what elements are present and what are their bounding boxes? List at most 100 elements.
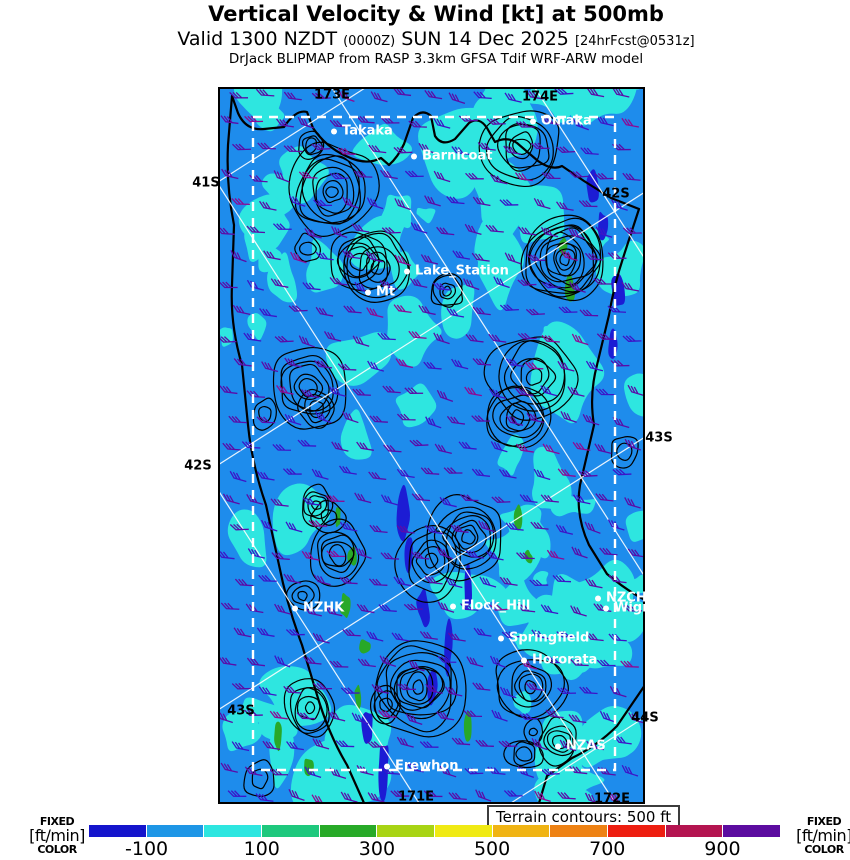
colorbar-segment [376,825,435,837]
place-name: Wigram [614,600,671,616]
colorbar-tick-label: 300 [358,838,396,860]
place-label: Erewhon [384,759,459,774]
place-label: NZAS [555,739,606,754]
place-name: NZHK [303,600,345,616]
valid-time-line: Valid 1300 NZDT (0000Z) SUN 14 Dec 2025 … [22,28,850,50]
place-dot-icon [603,605,609,611]
units-label: [ft/min] [29,825,85,845]
color-label: COLOR [804,843,844,857]
place-dot-icon [384,763,390,769]
parallel-42s [218,191,645,466]
place-label: NZCH [595,591,647,606]
fixed-color-label-right: FIXED [ft/min] COLOR [792,816,850,856]
place-dot-icon [498,635,504,641]
colorbar-segment [89,825,146,837]
place-label: Omaka [530,114,592,129]
terrain-contours [243,110,639,797]
place-name: Takaka [342,123,393,139]
place-label: Lake_Station [404,264,509,279]
grid-label: 174E [521,89,559,105]
wind-barbs [218,87,645,804]
color-label: COLOR [37,843,77,857]
place-dot-icon [555,743,561,749]
place-dot-icon [411,153,417,159]
fixed-label: FIXED [39,815,75,828]
figure-title: Vertical Velocity & Wind [kt] at 500mb [208,2,664,26]
colorbar-segment [607,825,665,837]
colorbar-tick-label: -100 [125,838,169,860]
fixed-color-label-left: FIXED [ft/min] COLOR [25,816,89,856]
colorbar-segment [145,825,204,837]
color-scale-ticks: -100 100 300 500 700 900 [89,838,780,860]
place-label: Springfield [498,631,589,646]
colorbar-segment [491,825,550,837]
forecast-map [218,87,645,804]
place-label: Barnicoat [411,149,492,164]
colorbar-tick-label: 500 [473,838,511,860]
place-label: Mt [365,285,395,300]
grid-label: 171E [397,789,435,805]
place-label: Hororata [521,653,597,668]
place-label: Wigram [603,601,671,616]
colorbar-segment [261,825,319,837]
color-scale-bar [89,825,781,837]
place-name: NZAS [566,738,606,754]
map-frame [218,87,645,804]
place-label: Takaka [331,124,393,139]
units-label: [ft/min] [796,825,850,845]
place-dot-icon [530,118,536,124]
place-name: Springfield [509,630,590,646]
valid-time-part: SUN 14 Dec 2025 [395,28,575,50]
colorbar-segment [549,825,608,837]
place-dot-icon [365,289,371,295]
meridian-171e [218,489,420,804]
map-canvas [218,87,645,804]
colorbar-tick-label: 700 [589,838,626,860]
fixed-label: FIXED [806,815,842,828]
place-dot-icon [404,268,410,274]
parallel-43s [218,436,645,711]
grid-label: 44S [631,710,659,726]
place-name: Flock_Hill [461,598,531,614]
place-name: Mt [376,284,396,300]
figure-header: Vertical Velocity & Wind [kt] at 500mb V… [22,2,850,67]
place-name: Omaka [541,113,592,129]
grid-label: 43S [645,430,673,446]
colorbar-segment [722,825,781,837]
grid-label: 173E [313,87,351,103]
place-name: Erewhon [395,758,459,774]
place-name: Barnicoat [422,148,493,164]
valid-time-part: [24hrFcst@0531z] [574,34,695,49]
lift-green-areas [274,237,575,777]
place-name: Hororata [532,652,598,668]
place-label: NZHK [292,601,344,616]
colorbar-tick-label: 900 [704,838,741,860]
place-name: NZCH [606,590,647,606]
place-dot-icon [595,595,601,601]
place-dot-icon [331,128,337,134]
grid-label: 41S [192,175,220,191]
place-dot-icon [450,603,456,609]
model-info-line: DrJack BLIPMAP from RASP 3.3km GFSA Tdif… [228,51,644,67]
valid-time-part: (0000Z) [343,34,396,49]
place-dot-icon [521,657,527,663]
colorbar-segment [318,825,377,837]
grid-label: 42S [602,186,630,202]
colorbar-segment [664,825,723,837]
place-label: Flock_Hill [450,599,530,614]
grid-label: 43S [227,703,255,719]
place-name: Lake_Station [415,263,509,279]
coastline-west [226,94,366,804]
grid-label: 172E [593,791,631,807]
parallel-44s [510,716,645,804]
meridian-173e [331,87,645,578]
parallel-41s [218,87,366,183]
inner-domain-boundary [251,115,617,772]
colorbar-segment [434,825,492,837]
place-dot-icon [292,605,298,611]
lat-lon-graticule [218,87,645,804]
valid-time-part: Valid 1300 NZDT [177,28,344,50]
grid-label: 42S [184,458,212,474]
colorbar-tick-label: 100 [243,838,280,860]
